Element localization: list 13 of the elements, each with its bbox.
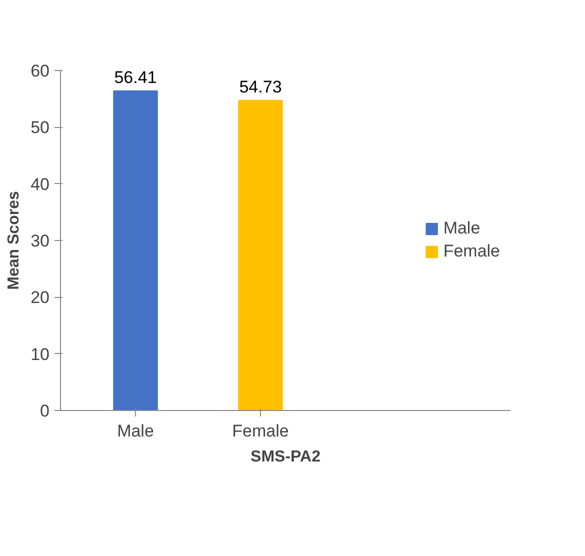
- y-tick-label: 40: [30, 174, 50, 194]
- y-tick-label: 30: [30, 232, 50, 250]
- legend-label: Female: [443, 242, 500, 262]
- x-axis-title: SMS-PA2: [250, 448, 321, 466]
- y-tick-label: 60: [30, 62, 50, 80]
- y-tick-label: 20: [30, 288, 50, 308]
- data-label: 54.73: [239, 77, 282, 96]
- y-tick-label: 0: [40, 402, 50, 420]
- legend-label: Male: [443, 218, 480, 238]
- y-tick-label: 50: [30, 118, 50, 138]
- y-tick-label: 10: [30, 344, 50, 364]
- data-label: 56.41: [114, 68, 157, 87]
- y-axis-title: Mean Scores: [6, 191, 23, 290]
